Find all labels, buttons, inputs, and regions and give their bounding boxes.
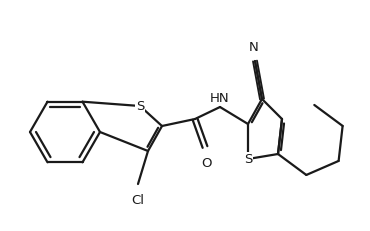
Text: S: S xyxy=(244,153,252,166)
Text: N: N xyxy=(249,41,259,54)
Text: Cl: Cl xyxy=(131,193,145,206)
Text: HN: HN xyxy=(210,92,230,105)
Text: S: S xyxy=(136,100,144,113)
Text: O: O xyxy=(202,156,212,169)
